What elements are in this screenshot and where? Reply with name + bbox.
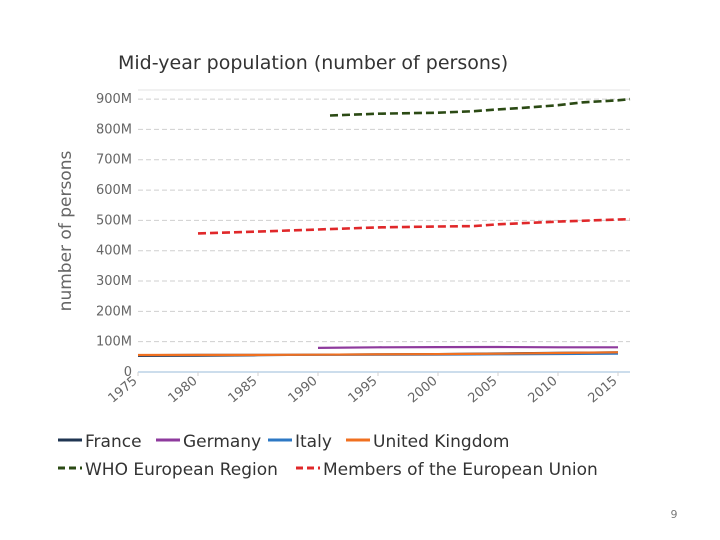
y-tick-label: 100M: [96, 335, 132, 350]
series-line-united-kingdom: [137, 351, 619, 357]
legend-label-united-kingdom: United Kingdom: [373, 432, 509, 452]
x-tick-label: 1990: [286, 374, 321, 407]
series-line-germany: [317, 345, 618, 349]
series-line-who-european-region: [329, 97, 631, 117]
y-tick-label: 300M: [96, 274, 132, 289]
y-axis-label: number of persons: [56, 151, 76, 312]
series-line-members-of-the-european-union: [197, 217, 631, 235]
y-tick-label: 600M: [96, 183, 132, 198]
x-tick-label: 1995: [346, 374, 381, 407]
y-tick-label: 800M: [96, 122, 132, 137]
page-number: 9: [670, 508, 678, 521]
y-tick-label: 0: [124, 365, 132, 380]
x-tick-label: 2005: [466, 374, 501, 407]
legend-label-members-of-the-european-union: Members of the European Union: [323, 460, 598, 480]
legend-label-france: France: [85, 432, 142, 452]
x-tick-label: 1980: [166, 374, 201, 407]
x-tick-label: 2010: [526, 374, 561, 407]
y-tick-label: 400M: [96, 244, 132, 259]
legend-label-who-european-region: WHO European Region: [85, 460, 278, 480]
x-axis-ticks: 1975 1980 1985 1990 1995 2000 2005 2010 2015: [106, 372, 621, 406]
legend: France Germany Italy United Kingdom WHO Euro…: [58, 432, 598, 480]
x-tick-label: 1985: [226, 374, 261, 407]
y-axis-ticks: 0 100M 200M 300M 400M 500M 600M 700M 800M 900M: [96, 92, 132, 380]
legend-label-germany: Germany: [183, 432, 261, 452]
chart-title: Mid-year population (number of persons): [118, 52, 508, 74]
gridlines: [138, 89, 630, 373]
x-tick-label: 2000: [406, 374, 441, 407]
legend-label-italy: Italy: [295, 432, 332, 452]
y-tick-label: 200M: [96, 304, 132, 319]
series-lines: [137, 97, 631, 357]
y-tick-label: 500M: [96, 213, 132, 228]
y-tick-label: 900M: [96, 92, 132, 107]
x-tick-label: 2015: [586, 374, 621, 407]
y-tick-label: 700M: [96, 153, 132, 168]
